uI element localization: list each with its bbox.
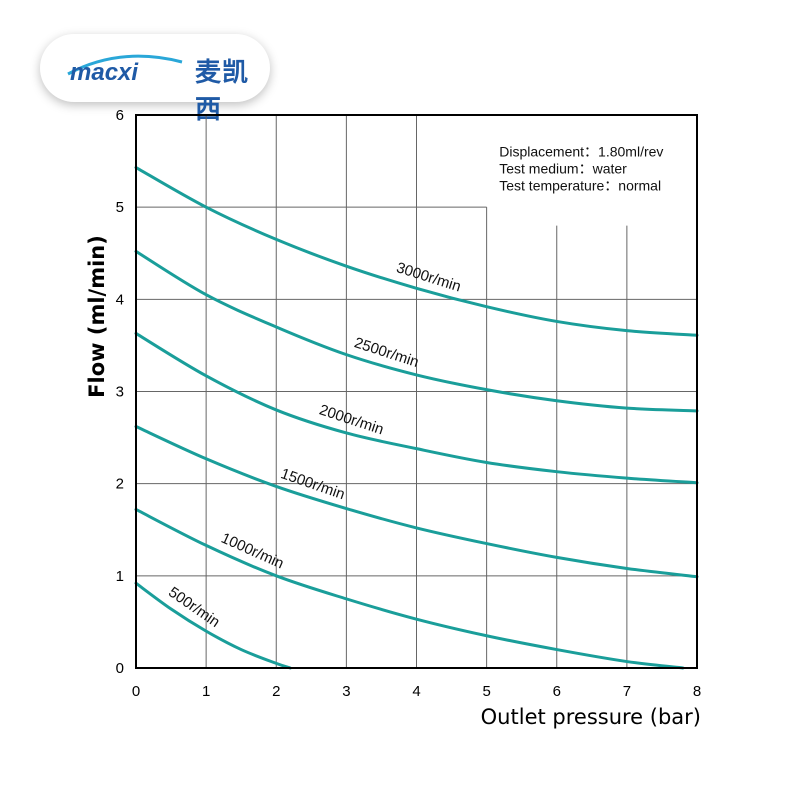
chart-grid xyxy=(136,115,697,668)
flow-curve xyxy=(134,166,699,337)
flow-curve xyxy=(134,425,699,579)
chart-series-labels: 500r/min1000r/min1500r/min2000r/min2500r… xyxy=(165,259,463,631)
y-tick-label: 5 xyxy=(116,199,124,216)
plot-frame xyxy=(135,114,698,669)
chart-curves xyxy=(134,166,699,670)
y-tick-label: 2 xyxy=(116,476,124,493)
y-tick-label: 6 xyxy=(116,107,124,124)
flow-curve xyxy=(134,249,699,413)
logo-chinese-text: 麦凯西 xyxy=(195,58,250,125)
y-tick-label: 4 xyxy=(116,291,124,308)
x-tick-label: 6 xyxy=(553,683,561,700)
y-tick-label: 0 xyxy=(116,660,124,677)
series-label: 3000r/min xyxy=(394,259,463,295)
x-tick-label: 3 xyxy=(342,683,350,700)
y-axis-ticks: 0 1 2 3 4 5 6 xyxy=(116,107,124,677)
x-tick-label: 7 xyxy=(623,683,631,700)
test-condition-note: Displacement：1.80ml/rev xyxy=(499,143,663,159)
macxi-logo-icon: macxi xyxy=(67,54,183,86)
x-tick-label: 5 xyxy=(482,683,490,700)
flow-curve xyxy=(134,507,685,670)
logo-latin-text: macxi xyxy=(70,59,139,86)
y-axis-title: Flow (ml/min) xyxy=(85,235,109,398)
test-condition-note: Test medium：water xyxy=(499,160,627,176)
brand-logo: macxi 麦凯西 xyxy=(40,34,270,125)
x-tick-label: 1 xyxy=(202,683,210,700)
x-tick-label: 0 xyxy=(132,683,140,700)
x-axis-title: Outlet pressure (bar) xyxy=(481,705,701,729)
flow-curve xyxy=(134,581,292,670)
x-axis-ticks: 0 1 2 3 4 5 6 7 8 xyxy=(132,683,701,700)
flow-curve xyxy=(134,331,699,485)
x-tick-label: 2 xyxy=(272,683,280,700)
y-tick-label: 3 xyxy=(116,384,124,401)
y-tick-label: 1 xyxy=(116,568,124,585)
x-tick-label: 8 xyxy=(693,683,701,700)
test-condition-note: Test temperature：normal xyxy=(499,177,661,193)
x-tick-label: 4 xyxy=(412,683,420,700)
